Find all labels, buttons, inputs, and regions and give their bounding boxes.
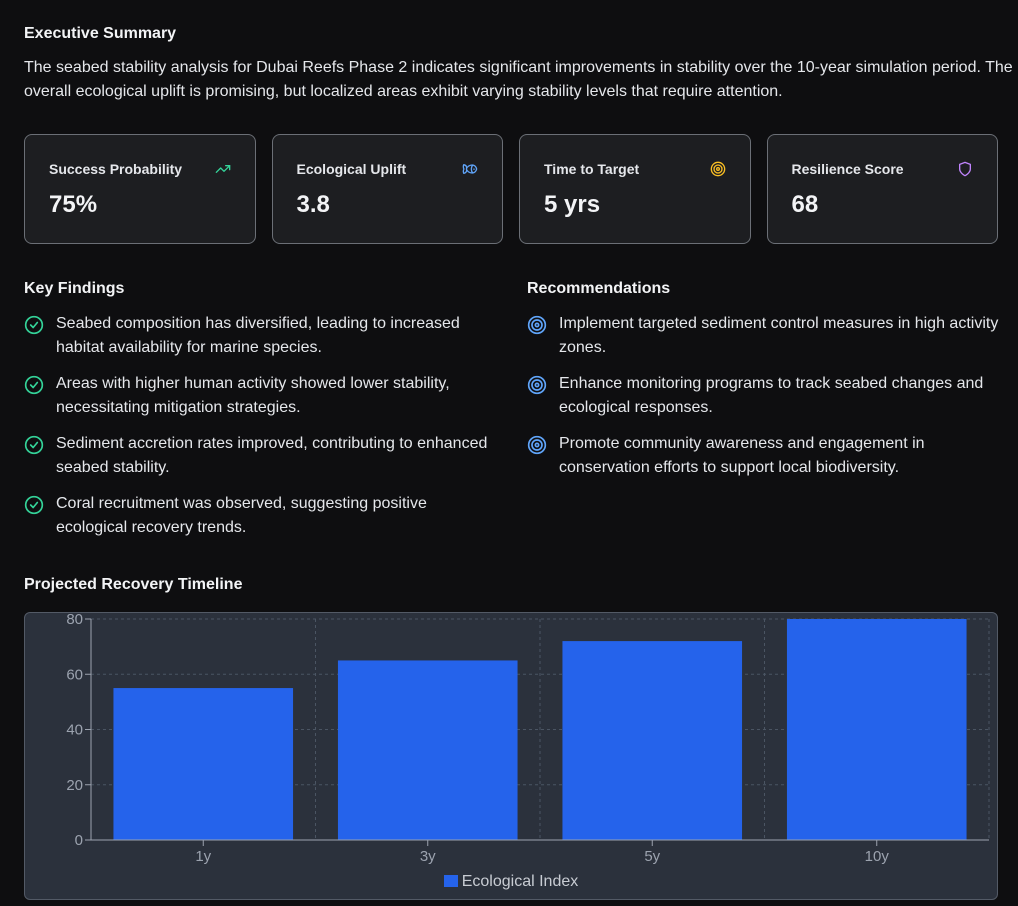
metric-value: 5 yrs [544,191,601,218]
y-tick-label: 60 [66,666,83,683]
key-findings-title: Key Findings [24,280,125,297]
metric-label: Success Probability [49,161,183,177]
metric-card-success-probability: Success Probability 75% [24,134,256,244]
list-item: Coral recruitment was observed, suggesti… [24,492,494,540]
metric-label: Ecological Uplift [296,161,407,177]
metric-value: 75% [49,191,98,218]
shield-icon [959,161,971,177]
fish-icon [462,164,478,174]
target-icon [527,315,547,335]
bar-chart: 0 20 40 60 80 1y 3y 5y 10y [66,613,990,865]
recommendation-text: Enhance monitoring programs to track sea… [559,375,984,416]
check-circle-icon [24,375,44,395]
bar-10y [786,619,967,840]
executive-summary-title: Executive Summary [24,25,177,42]
recommendation-text: Promote community awareness and engageme… [559,435,925,476]
list-item: Promote community awareness and engageme… [527,432,1007,480]
metric-value: 68 [791,191,819,218]
metric-card-resilience-score: Resilience Score 68 [766,134,998,244]
recovery-timeline-chart: 0 20 40 60 80 1y 3y 5y 10y Ecological Index [24,612,998,900]
x-tick-label: 3y [420,848,436,865]
trending-up-icon [215,165,230,173]
metric-cards: Success Probability 75% Ecological Uplif… [24,134,998,244]
list-item: Enhance monitoring programs to track sea… [527,372,1007,420]
list-item: Implement targeted sediment control meas… [527,312,1007,360]
check-circle-icon [24,495,44,515]
metric-label: Time to Target [544,161,640,177]
finding-text: Seabed composition has diversified, lead… [56,315,460,356]
key-findings-list: Seabed composition has diversified, lead… [24,312,494,552]
x-tick-label: 1y [195,848,211,865]
target-icon [710,161,725,177]
metric-card-time-to-target: Time to Target 5 yrs [519,134,751,244]
target-icon [527,435,547,455]
y-tick-label: 0 [75,832,83,849]
metric-label: Resilience Score [791,161,904,177]
list-item: Sediment accretion rates improved, contr… [24,432,494,480]
legend-swatch [443,875,458,887]
executive-summary-text: The seabed stability analysis for Dubai … [24,59,1013,100]
finding-text: Areas with higher human activity showed … [56,375,450,416]
chart-legend[interactable]: Ecological Index [25,873,997,891]
finding-text: Coral recruitment was observed, suggesti… [56,495,427,536]
legend-label: Ecological Index [461,873,579,890]
check-circle-icon [24,435,44,455]
bar-1y [113,688,294,840]
list-item: Areas with higher human activity showed … [24,372,494,420]
y-tick-label: 80 [66,613,83,628]
finding-text: Sediment accretion rates improved, contr… [56,435,488,476]
recommendations-list: Implement targeted sediment control meas… [527,312,1007,492]
y-tick-label: 40 [66,722,83,739]
x-tick-label: 10y [865,848,890,865]
target-icon [527,375,547,395]
metric-card-ecological-uplift: Ecological Uplift 3.8 [271,134,503,244]
list-item: Seabed composition has diversified, lead… [24,312,494,360]
recommendations-title: Recommendations [527,280,671,297]
metric-value: 3.8 [296,191,330,218]
x-tick-label: 5y [644,848,660,865]
check-circle-icon [24,315,44,335]
y-tick-label: 20 [66,777,83,794]
recommendation-text: Implement targeted sediment control meas… [559,315,999,356]
bar-3y [337,660,518,840]
recovery-timeline-title: Projected Recovery Timeline [24,576,243,593]
bar-5y [562,641,743,840]
